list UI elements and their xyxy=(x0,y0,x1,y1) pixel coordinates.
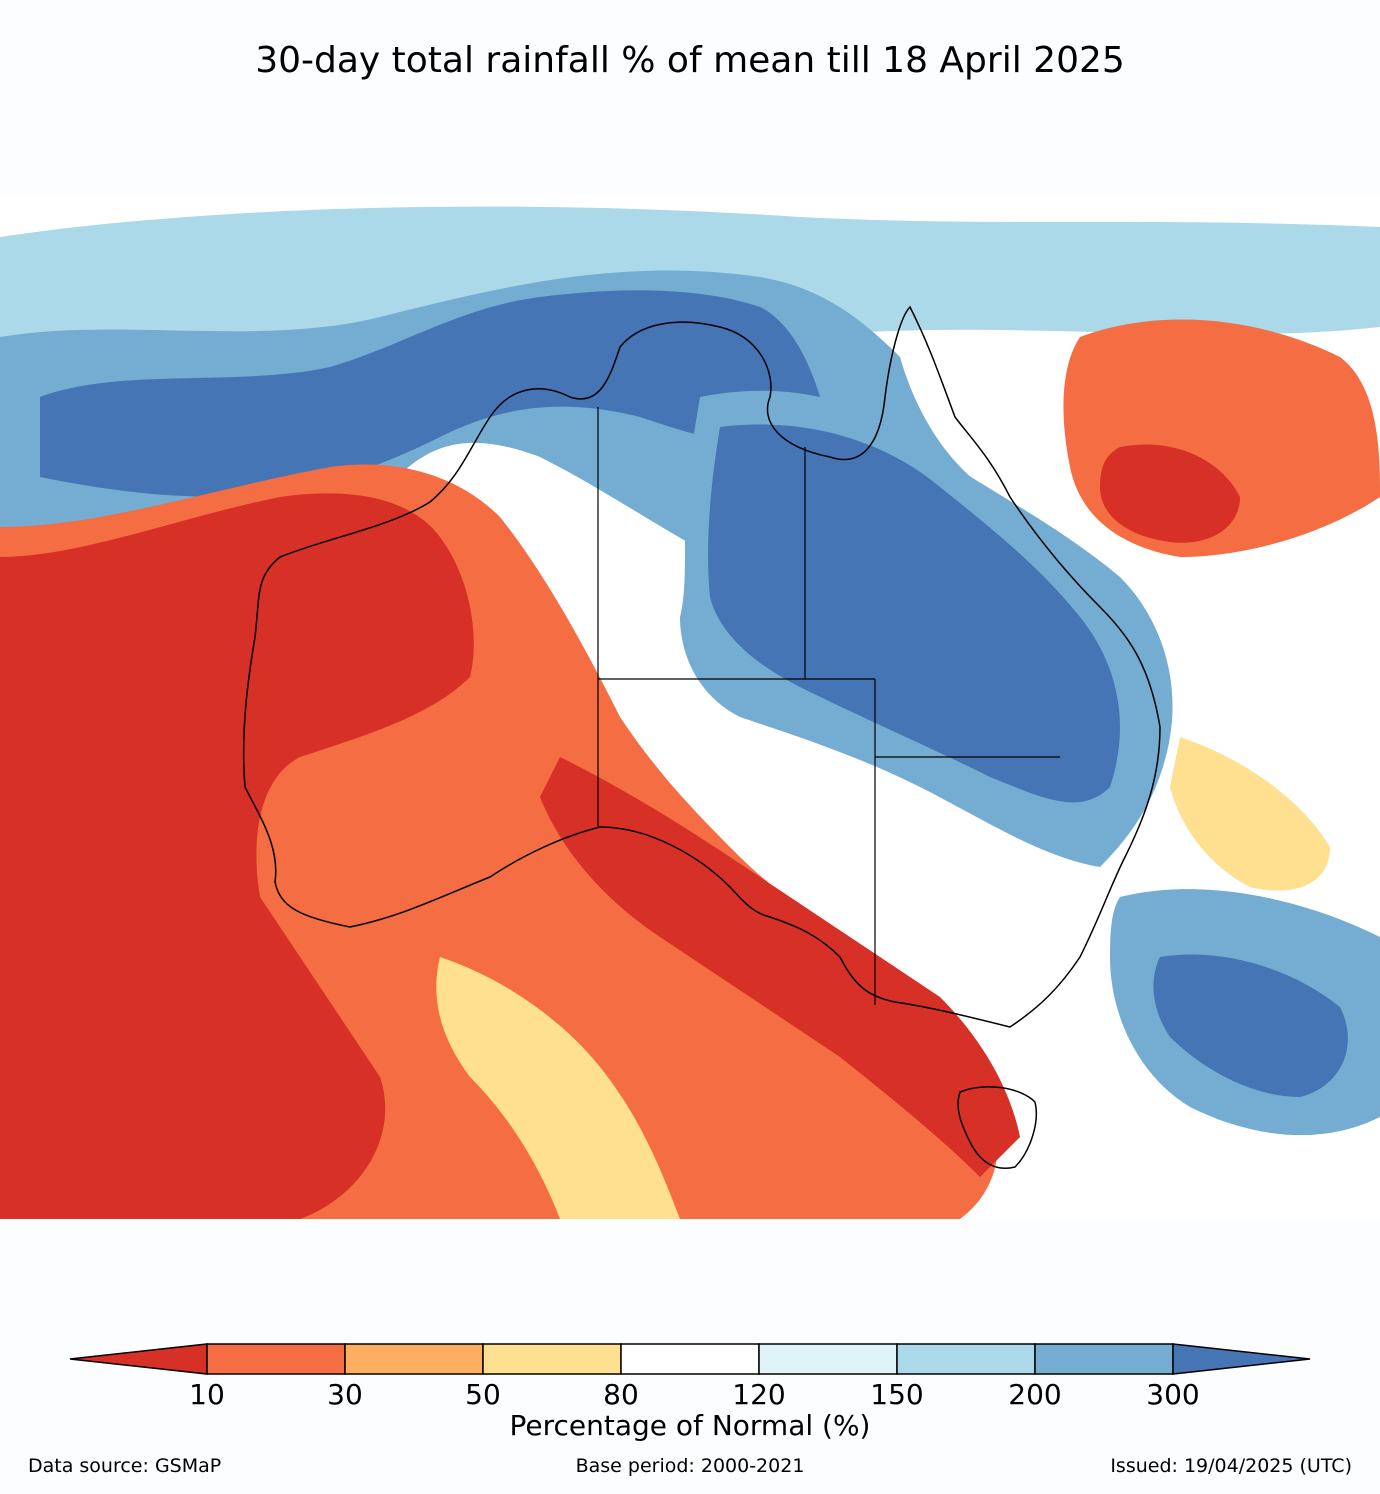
australia-coastline xyxy=(242,305,1161,1028)
data-source: Data source: GSMaP xyxy=(28,1455,222,1477)
colorbar-tick: 200 xyxy=(1008,1378,1062,1411)
colorbar-cell xyxy=(620,1343,760,1375)
colorbar-cell xyxy=(896,1343,1036,1375)
rainfall-fields xyxy=(0,206,1380,1219)
colorbar-tick: 80 xyxy=(603,1378,639,1411)
colorbar-tick: 10 xyxy=(189,1378,225,1411)
colorbar-cell xyxy=(482,1343,622,1375)
colorbar-cell xyxy=(344,1343,484,1375)
colorbar-tick: 30 xyxy=(327,1378,363,1411)
colorbar-tick: 300 xyxy=(1146,1378,1200,1411)
tasmania-coastline xyxy=(957,1086,1037,1169)
rainfall-map xyxy=(0,197,1380,1219)
base-period: Base period: 2000-2021 xyxy=(575,1455,805,1477)
colorbar-cell xyxy=(206,1343,346,1375)
colorbar-tick: 120 xyxy=(732,1378,786,1411)
colorbar-tick: 150 xyxy=(870,1378,924,1411)
colorbar-tick: 50 xyxy=(465,1378,501,1411)
issued-date: Issued: 19/04/2025 (UTC) xyxy=(1110,1455,1352,1477)
colorbar xyxy=(69,1343,1311,1375)
state-borders xyxy=(597,407,1060,1005)
colorbar-cell xyxy=(1172,1343,1311,1375)
colorbar-cell xyxy=(69,1343,208,1375)
colorbar-cell xyxy=(758,1343,898,1375)
colorbar-cell xyxy=(1034,1343,1174,1375)
map-title: 30-day total rainfall % of mean till 18 … xyxy=(255,40,1125,81)
colorbar-label: Percentage of Normal (%) xyxy=(509,1409,871,1442)
